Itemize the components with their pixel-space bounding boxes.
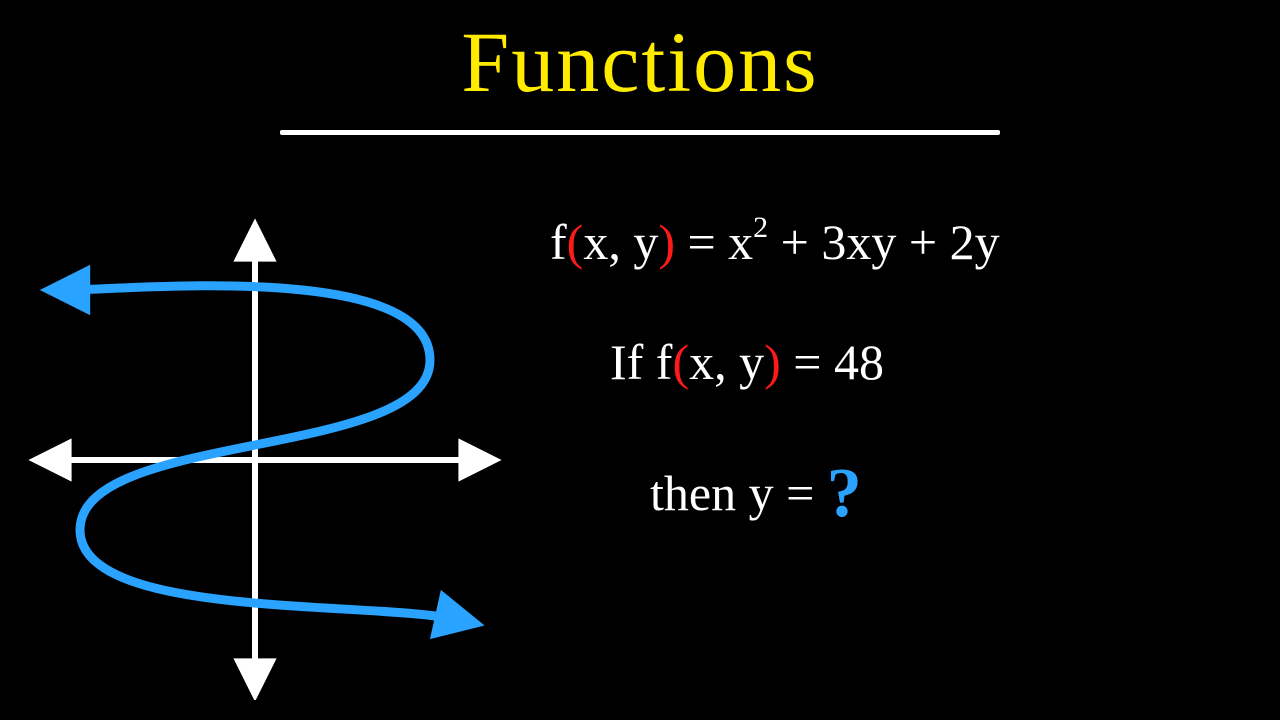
eq3-then: then y =: [650, 465, 827, 521]
title-underline: [280, 130, 1000, 135]
eq2-lparen: (: [672, 334, 689, 390]
equation-condition: If f(x, y) = 48: [550, 332, 1000, 392]
equation-question: then y = ?: [550, 452, 1000, 536]
eq2-rparen: ): [764, 334, 781, 390]
page-title: Functions: [461, 12, 818, 112]
eq2-args: x, y: [689, 334, 764, 390]
math-equations: f(x, y) = x2 + 3xy + 2y If f(x, y) = 48 …: [550, 210, 1000, 536]
eq1-superscript: 2: [753, 211, 768, 244]
function-curve: [65, 286, 460, 620]
eq1-rparen: ): [658, 214, 675, 270]
eq1-equals-x: = x: [675, 214, 753, 270]
eq1-rest: + 3xy + 2y: [768, 214, 999, 270]
eq2-if: If f: [610, 334, 672, 390]
question-mark: ?: [827, 455, 862, 532]
graph-axes: [20, 200, 520, 700]
eq2-value: = 48: [781, 334, 884, 390]
eq1-f: f: [550, 214, 567, 270]
eq1-lparen: (: [567, 214, 584, 270]
equation-definition: f(x, y) = x2 + 3xy + 2y: [550, 210, 1000, 272]
eq1-args: x, y: [583, 214, 658, 270]
